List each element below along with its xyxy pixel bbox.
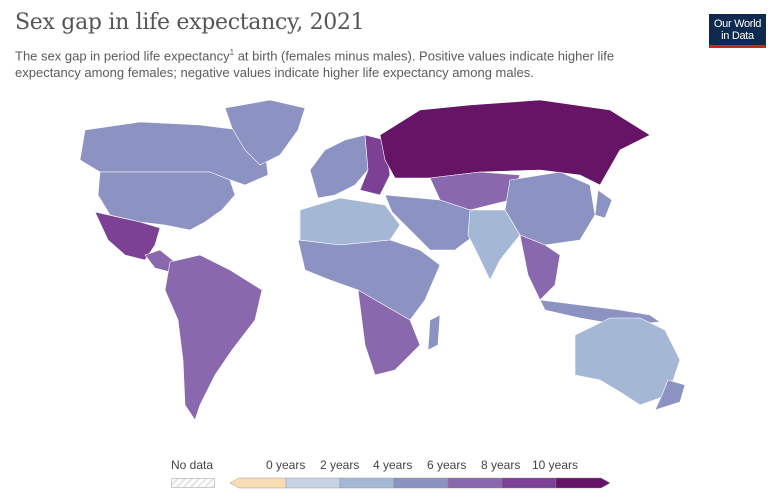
region-north-africa[interactable] [299, 197, 401, 246]
owid-logo[interactable]: Our World in Data [709, 14, 766, 48]
region-china[interactable] [504, 171, 596, 246]
region-mexico[interactable] [94, 211, 161, 261]
footnote-marker[interactable]: 1 [229, 48, 235, 57]
world-map [79, 99, 686, 421]
region-russia[interactable] [379, 99, 651, 186]
region-madagascar[interactable] [427, 314, 441, 351]
region-southeast-asia[interactable] [519, 234, 561, 301]
region-new-zealand[interactable] [654, 379, 686, 411]
legend-bin-4[interactable] [447, 477, 503, 489]
legend-bar [230, 477, 610, 489]
region-middle-east[interactable] [384, 194, 476, 251]
region-southern-africa[interactable] [357, 289, 421, 376]
subtitle-text-cont: at birth (females minus males). Positive… [15, 48, 615, 81]
region-united-states[interactable] [97, 171, 236, 231]
legend-bin-6[interactable] [555, 477, 610, 489]
logo-line1: Our World [713, 18, 762, 30]
region-japan[interactable] [594, 189, 613, 219]
legend-bin-3[interactable] [393, 477, 449, 489]
chart-title: Sex gap in life expectancy, 2021 [15, 10, 365, 35]
legend-tick: 4 years [373, 458, 413, 472]
legend-tick: 6 years [427, 458, 467, 472]
legend-bin-1[interactable] [285, 477, 341, 489]
region-south-america[interactable] [164, 254, 263, 421]
legend-tick: 8 years [481, 458, 521, 472]
no-data-swatch[interactable] [171, 478, 215, 488]
legend-bin-2[interactable] [339, 477, 395, 489]
color-legend: No data 0 years 2 years 4 years 6 years … [0, 455, 780, 495]
legend-tick: 0 years [266, 458, 306, 472]
logo-line2: in Data [721, 30, 754, 42]
legend-bin-5[interactable] [501, 477, 557, 489]
subtitle-text: The sex gap in period life expectancy [15, 48, 230, 64]
legend-tick: 2 years [320, 458, 360, 472]
legend-bin-0[interactable] [230, 477, 287, 489]
region-western-europe[interactable] [309, 134, 369, 199]
no-data-label: No data [171, 458, 214, 472]
chart-subtitle: The sex gap in period life expectancy1 a… [15, 44, 675, 81]
legend-tick: 10 years [532, 458, 579, 472]
region-greenland[interactable] [224, 99, 306, 166]
